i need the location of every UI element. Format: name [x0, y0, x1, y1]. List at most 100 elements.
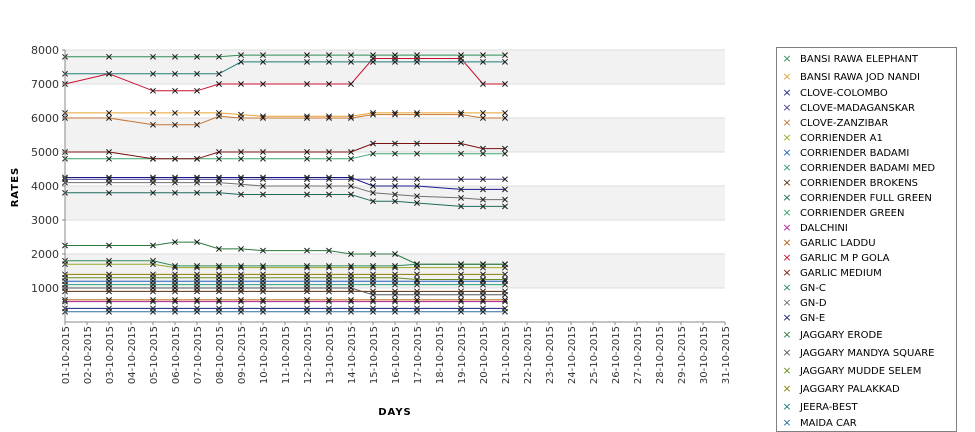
- y-axis-ticks: 1000 2000 3000 4000 5000 6000 7000 8000: [31, 44, 65, 295]
- data-point: [502, 58, 508, 65]
- data-point: [370, 198, 376, 205]
- plot-band: [65, 288, 725, 322]
- data-point: [260, 262, 266, 269]
- data-point: [370, 308, 376, 315]
- data-point: [150, 189, 156, 196]
- series-jaggary-palakkad: [62, 271, 508, 278]
- data-point: [260, 176, 266, 183]
- data-point: [414, 271, 420, 278]
- data-point: [502, 115, 508, 121]
- legend-item: × GARLIC MEDIUM: [781, 266, 882, 280]
- legend-marker-icon: ×: [782, 116, 792, 129]
- x-tick-label: 20-10-2015: [479, 326, 490, 384]
- legend-item: × JEERA-BEST: [781, 400, 858, 414]
- data-point: [194, 239, 200, 246]
- data-point: [414, 296, 420, 303]
- data-point: [480, 186, 486, 193]
- legend-marker-icon: ×: [782, 221, 792, 234]
- data-point: [150, 121, 156, 128]
- data-point: [370, 176, 376, 183]
- data-point: [194, 121, 200, 128]
- data-point: [216, 70, 222, 77]
- series-jaggary-erode: [62, 239, 508, 268]
- data-point: [326, 191, 332, 198]
- y-axis-title: RATES: [10, 167, 21, 208]
- data-point: [260, 285, 266, 291]
- data-point: [260, 183, 266, 189]
- x-tick-label: 10-10-2015: [259, 326, 270, 384]
- data-point: [106, 257, 112, 264]
- legend: × BANSI RAWA ELEPHANT × BANSI RAWA JOD NAND…: [776, 47, 957, 432]
- data-point: [260, 247, 266, 254]
- x-tick-label: 24-10-2015: [567, 326, 578, 384]
- data-point: [304, 155, 310, 162]
- legend-marker-icon: ×: [782, 131, 792, 144]
- data-point: [172, 189, 178, 196]
- series-garlic-m-p-gola: [62, 55, 508, 94]
- x-tick-label: 18-10-2015: [435, 326, 446, 384]
- data-point: [106, 70, 112, 77]
- x-tick-label: 23-10-2015: [545, 326, 556, 384]
- data-point: [348, 285, 354, 291]
- data-point: [370, 271, 376, 278]
- legend-item: × CORRIENDER BROKENS: [781, 176, 918, 190]
- data-point: [480, 176, 486, 183]
- data-point: [502, 291, 508, 298]
- data-point: [502, 52, 508, 59]
- data-point: [348, 58, 354, 65]
- legend-marker-icon: ×: [782, 52, 792, 65]
- data-point: [370, 281, 376, 288]
- data-point: [238, 181, 244, 188]
- legend-item: × GN-C: [781, 281, 825, 295]
- legend-label: GARLIC MEDIUM: [800, 268, 882, 279]
- data-point: [502, 308, 508, 315]
- legend-item: × CORRIENDER BADAMI MED: [781, 161, 935, 175]
- data-point: [106, 53, 112, 60]
- data-point: [326, 296, 332, 303]
- data-point: [216, 113, 222, 120]
- data-point: [458, 111, 464, 118]
- x-tick-label: 08-10-2015: [215, 326, 226, 384]
- data-point: [150, 155, 156, 162]
- legend-marker-icon: ×: [782, 296, 792, 309]
- legend-marker-icon: ×: [782, 416, 792, 429]
- legend-marker-icon: ×: [782, 206, 792, 219]
- data-point: [370, 251, 376, 257]
- data-point: [216, 296, 222, 303]
- data-point: [348, 183, 354, 189]
- legend-item: × GN-D: [781, 296, 826, 310]
- x-tick-label: 27-10-2015: [633, 326, 644, 384]
- data-point: [326, 115, 332, 121]
- legend-label: BANSI RAWA JOD NANDI: [800, 72, 921, 83]
- data-point: [326, 81, 332, 87]
- data-point: [480, 261, 486, 268]
- data-point: [502, 196, 508, 203]
- data-point: [370, 58, 376, 65]
- data-point: [172, 155, 178, 162]
- data-point: [392, 183, 398, 189]
- x-tick-label: 03-10-2015: [105, 326, 116, 384]
- data-point: [216, 285, 222, 291]
- data-point: [348, 81, 354, 87]
- data-point: [106, 271, 112, 278]
- x-tick-label: 15-10-2015: [369, 326, 380, 384]
- data-point: [414, 111, 420, 118]
- data-point: [106, 189, 112, 196]
- data-point: [304, 58, 310, 65]
- data-point: [392, 111, 398, 118]
- legend-item: × JAGGARY MANDYA SQUARE: [781, 346, 934, 360]
- legend-label: JEERA-BEST: [800, 402, 858, 413]
- data-point: [106, 155, 112, 162]
- data-point: [150, 53, 156, 60]
- data-point: [172, 308, 178, 315]
- data-point: [458, 291, 464, 298]
- data-point: [326, 149, 332, 155]
- legend-label: JAGGARY MUDDE SELEM: [800, 366, 922, 377]
- data-point: [326, 308, 332, 315]
- data-point: [348, 52, 354, 59]
- y-tick-label: 1000: [31, 282, 59, 295]
- data-point: [480, 296, 486, 303]
- legend-label: CLOVE-COLOMBO: [800, 88, 888, 99]
- x-tick-label: 28-10-2015: [655, 326, 666, 384]
- data-point: [392, 251, 398, 257]
